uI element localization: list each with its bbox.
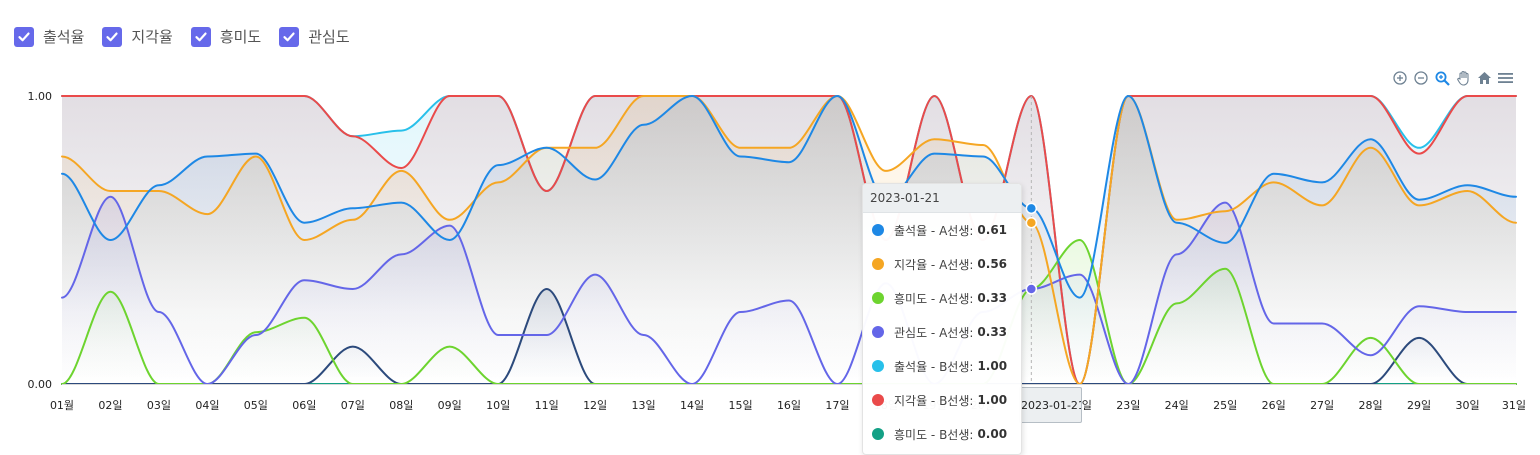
series-marker-icon (872, 258, 884, 270)
series-marker-icon (872, 224, 884, 236)
zoom-out-icon[interactable] (1413, 68, 1429, 88)
tooltip-title: 2023-01-21 (863, 184, 1021, 213)
highlight-marker (1025, 216, 1038, 229)
pan-hand-icon[interactable] (1455, 68, 1471, 88)
legend-item-label: 흥미도 (219, 28, 262, 46)
series-area (62, 96, 1516, 384)
tooltip-series-value: 0.33 (977, 291, 1008, 305)
x-tick-label: 31일 (1502, 398, 1526, 412)
series-marker-icon (872, 326, 884, 338)
x-axis-crosshair-tooltip: 2023-01-21 (1019, 387, 1082, 423)
highlight-marker (1025, 202, 1038, 215)
y-tick-label: 0.00 (28, 378, 53, 391)
x-tick-label: 26일 (1262, 398, 1286, 412)
x-tick-label: 23일 (1116, 398, 1140, 412)
x-tick-label: 25일 (1213, 398, 1237, 412)
chart-plot[interactable]: 0.00 1.00 01월 02일 03일 04일 05일 06일 07일 08일 09일 10일 1… (0, 0, 1540, 445)
tooltip-series-label: 지각율 - B선생: (894, 393, 974, 408)
x-tick-label: 12일 (583, 398, 607, 412)
zoom-in-icon[interactable] (1392, 68, 1408, 88)
tooltip-series-value: 1.00 (977, 359, 1008, 373)
legend-item-label: 관심도 (308, 28, 350, 46)
tooltip-series-label: 흥미도 - A선생: (894, 291, 974, 306)
tooltip-row: 지각율 - A선생: 0.56 (863, 247, 1021, 281)
tooltip-series-label: 지각율 - A선생: (894, 257, 974, 272)
x-tick-label: 08일 (389, 398, 413, 412)
tooltip-row: 출석율 - B선생: 1.00 (863, 349, 1021, 383)
x-tick-label: 10일 (486, 398, 510, 412)
x-tick-label: 29일 (1407, 398, 1431, 412)
tooltip-series-value: 1.00 (977, 393, 1008, 407)
x-tick-label: 13일 (632, 398, 656, 412)
x-tick-label: 28일 (1359, 398, 1383, 412)
x-tick-label: 17일 (825, 398, 849, 412)
tooltip-row: 출석율 - A선생: 0.61 (863, 213, 1021, 247)
x-tick-label: 11일 (535, 398, 559, 412)
legend-item-label: 지각율 (131, 28, 173, 46)
y-axis-ticks: 0.00 1.00 (28, 90, 53, 391)
series-line[interactable] (61, 95, 1517, 299)
legend-item-3[interactable]: 관심도 (279, 26, 350, 47)
x-tick-label: 27일 (1310, 398, 1334, 412)
tooltip-row: 지각율 - B선생: 1.00 (863, 383, 1021, 417)
x-tick-label: 05일 (244, 398, 268, 412)
selection-zoom-icon[interactable] (1434, 68, 1450, 88)
x-tick-label: 04일 (195, 398, 219, 412)
x-tick-label: 16일 (777, 398, 801, 412)
home-reset-icon[interactable] (1476, 68, 1492, 88)
x-tick-label: 02일 (98, 398, 122, 412)
x-tick-label: 24일 (1165, 398, 1189, 412)
tooltip-series-value: 0.61 (977, 223, 1008, 237)
series-marker-icon (872, 360, 884, 372)
x-axis-tooltip-text: 2023-01-21 (1021, 398, 1082, 412)
tooltip-series-label: 흥미도 - B선생: (894, 427, 974, 442)
series-marker-icon (872, 292, 884, 304)
x-tick-label: 06일 (292, 398, 316, 412)
chart-tooltip: 2023-01-21 출석율 - A선생: 0.61 지각율 - A선생: 0.56 흥… (862, 183, 1022, 455)
checkbox-checked-icon[interactable] (190, 26, 211, 47)
x-tick-label: 15일 (728, 398, 752, 412)
legend-item-1[interactable]: 지각율 (102, 26, 173, 47)
x-tick-label: 30일 (1455, 398, 1479, 412)
x-axis-ticks: 01월 02일 03일 04일 05일 06일 07일 08일 09일 10일 11일 12일 13일 1… (50, 398, 1526, 412)
tooltip-series-label: 출석율 - A선생: (894, 223, 974, 238)
checkbox-checked-icon[interactable] (102, 26, 123, 47)
chart-legend: 출석율 지각율 흥미도 관심도 (14, 26, 350, 47)
y-tick-label: 1.00 (28, 90, 53, 103)
tooltip-row: 흥미도 - B선생: 0.00 (863, 417, 1021, 451)
checkbox-checked-icon[interactable] (279, 26, 300, 47)
legend-item-label: 출석율 (43, 28, 85, 46)
tooltip-row: 흥미도 - A선생: 0.33 (863, 281, 1021, 315)
checkbox-checked-icon[interactable] (14, 26, 34, 47)
tooltip-body: 출석율 - A선생: 0.61 지각율 - A선생: 0.56 흥미도 - A선생: 0.… (863, 213, 1021, 451)
tooltip-row: 관심도 - A선생: 0.33 (863, 315, 1021, 349)
legend-item-0[interactable]: 출석율 (14, 26, 84, 47)
area-fills-layer (62, 96, 1516, 384)
chart-toolbar (1392, 68, 1513, 88)
x-tick-label: 09일 (438, 398, 462, 412)
x-tick-label: 07일 (341, 398, 365, 412)
series-marker-icon (872, 428, 884, 440)
x-tick-label: 01월 (50, 399, 74, 412)
x-tick-label: 03일 (147, 398, 171, 412)
highlight-markers-layer (1025, 202, 1038, 295)
series-line[interactable] (61, 195, 1517, 385)
tooltip-series-value: 0.00 (977, 427, 1008, 441)
legend-item-2[interactable]: 흥미도 (190, 26, 262, 47)
menu-icon[interactable] (1497, 68, 1513, 88)
tooltip-series-value: 0.33 (977, 325, 1008, 339)
tooltip-series-label: 관심도 - A선생: (894, 325, 974, 340)
tooltip-series-label: 출석율 - B선생: (894, 359, 974, 374)
series-line[interactable] (61, 94, 1517, 385)
highlight-marker (1025, 283, 1038, 295)
tooltip-series-value: 0.56 (977, 257, 1008, 271)
x-tick-label: 14일 (680, 398, 704, 412)
series-marker-icon (872, 394, 884, 406)
